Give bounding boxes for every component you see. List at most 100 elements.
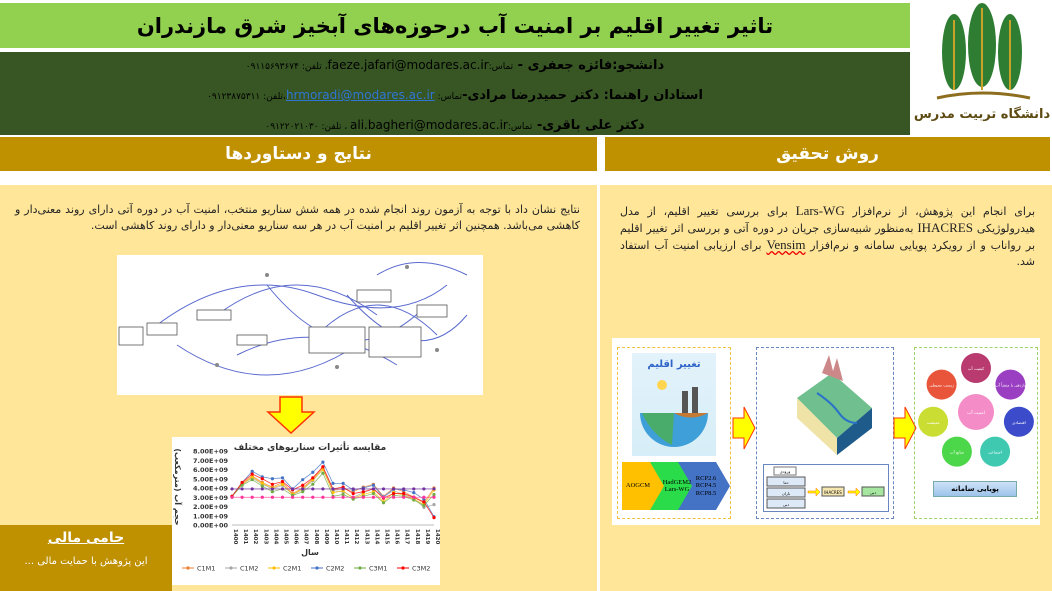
climate-change-image: تغییر اقلیم: [632, 353, 716, 456]
y-tick-label: 6.00E+09: [193, 466, 228, 474]
data-point: [321, 487, 325, 491]
factor-circle: اقتصادی: [1003, 406, 1034, 437]
y-tick-label: 2.00E+09: [193, 503, 228, 511]
factor-circle: منابع آب: [941, 436, 972, 467]
author-email-link[interactable]: hrmoradi@modares.ac.ir: [285, 88, 435, 102]
x-tick-label: 1415: [384, 529, 390, 544]
title-bar: تاثیر تغییر اقلیم بر امنیت آب درحوزه‌های…: [0, 3, 910, 48]
author-phone: ۰۹۱۲۲۰۲۱۰۳۰: [265, 122, 319, 132]
x-tick-label: 1409: [323, 529, 329, 544]
x-tick-label: 1404: [272, 529, 278, 544]
data-point: [301, 490, 305, 494]
x-tick-label: 1413: [363, 529, 369, 544]
author-name: دکتر علی باقری-: [532, 118, 645, 133]
results-panel: نتایج نشان داد با توجه به آزمون روند انج…: [0, 185, 597, 591]
data-point: [230, 495, 234, 499]
data-point: [230, 487, 234, 491]
earth-icon: [640, 380, 708, 447]
data-point: [321, 471, 325, 475]
data-point: [321, 460, 325, 464]
data-point: [371, 495, 375, 499]
x-tick-label: 1406: [293, 529, 299, 544]
series-reference-line: [230, 487, 436, 491]
sponsor-heading: حامی مالی: [47, 530, 125, 546]
method-heading: روش تحقیق: [605, 137, 1050, 171]
x-tick-label: 1405: [283, 529, 289, 544]
data-point: [291, 487, 295, 491]
data-point: [331, 487, 335, 491]
y-tick-label: 5.00E+09: [193, 475, 228, 483]
author-student: دانشجو:فائزه جعفری - تماس:faeze.jafari@m…: [0, 58, 910, 73]
legend-marker: [229, 566, 233, 570]
center-circle: امنیت آب: [958, 394, 994, 430]
data-point: [260, 487, 264, 491]
sponsor-box: حامی مالی این پژوهش با حمایت مالی ...: [0, 525, 172, 591]
author-supervisor-1: استادان راهنما: دکتر حمیدرضا مرادی-تماس:…: [0, 88, 910, 103]
data-point: [412, 491, 416, 495]
data-point: [250, 478, 254, 482]
data-point: [301, 495, 305, 499]
data-point: [280, 479, 285, 484]
data-point: [291, 495, 295, 499]
model-output: دبی: [870, 490, 876, 495]
contact-label: تماس:: [507, 122, 533, 132]
data-point: [432, 492, 436, 497]
y-axis-label: حجم آب (مترمکعب): [173, 448, 183, 525]
data-point: [311, 482, 315, 486]
x-tick-label: 1420: [434, 529, 440, 544]
right-arrow-icon: [732, 406, 756, 450]
data-point: [250, 495, 254, 499]
legend-label: C1M1: [197, 565, 215, 573]
data-point: [301, 487, 305, 491]
data-point: [392, 491, 396, 496]
data-point: [422, 503, 426, 508]
input-temp: دما: [783, 480, 788, 485]
x-tick-label: 1407: [303, 529, 309, 544]
results-heading-text: نتایج و دستاوردها: [225, 144, 372, 164]
method-text: برای انجام این پژوهش، از نرم‌افزار Lars-…: [620, 203, 1035, 270]
author-email: faeze.jafari@modares.ac.ir: [327, 58, 489, 72]
legend-marker: [315, 566, 319, 570]
data-point: [250, 472, 254, 476]
legend-label: C1M2: [240, 565, 258, 573]
data-point: [341, 487, 345, 491]
phone-label: ،تلفن:: [260, 92, 286, 102]
legend-item: C3M2: [397, 565, 430, 573]
legend-item: C2M2: [311, 565, 344, 573]
data-point: [351, 491, 355, 496]
factor-label: اقتصادی: [1012, 420, 1026, 425]
legend-marker: [186, 566, 190, 570]
data-point: [280, 495, 285, 499]
university-logo: دانشگاه تربیت مدرس: [912, 0, 1052, 135]
chart-title: مقایسه تأثیرات سناریوهای مختلف: [234, 441, 386, 453]
text-part: برای انجام این پژوهش، از نرم‌افزار: [844, 205, 1036, 218]
x-tick-label: 1402: [252, 529, 258, 544]
contact-label: تماس:: [434, 92, 463, 102]
hydrology-box: ورودی دما باران دبی IHACRES دبی: [756, 347, 894, 519]
method-figure: تغییر اقلیم AOGCM HadGEM2 Lars-WG RCP2.6…: [612, 338, 1040, 525]
software-vensim: Vensim: [766, 237, 806, 252]
chevron-hadgem: HadGEM2 Lars-WG: [662, 478, 692, 494]
data-point: [412, 495, 416, 499]
data-point: [361, 490, 365, 494]
system-dynamics-box: کیفیت آب بازدهی با منشأ آب اقتصادی اجتماعی م…: [914, 347, 1038, 519]
data-point: [270, 487, 274, 491]
data-point: [402, 495, 406, 499]
y-tick-label: 8.00E+09: [193, 448, 228, 456]
data-point: [270, 490, 274, 494]
data-point: [422, 487, 426, 491]
data-point: [301, 478, 305, 482]
data-point: [250, 487, 254, 491]
y-tick-label: 4.00E+09: [193, 485, 228, 493]
x-tick-label: 1417: [404, 529, 410, 544]
data-point: [402, 487, 406, 491]
data-point: [311, 476, 315, 480]
data-point: [341, 495, 345, 499]
input-rain: باران: [782, 491, 790, 496]
data-point: [311, 495, 315, 499]
x-tick-label: 1401: [242, 529, 248, 544]
data-point: [351, 487, 355, 491]
data-point: [250, 469, 254, 473]
results-text: نتایج نشان داد با توجه به آزمون روند انج…: [15, 203, 580, 232]
climate-change-box: تغییر اقلیم AOGCM HadGEM2 Lars-WG RCP2.6…: [617, 347, 731, 519]
